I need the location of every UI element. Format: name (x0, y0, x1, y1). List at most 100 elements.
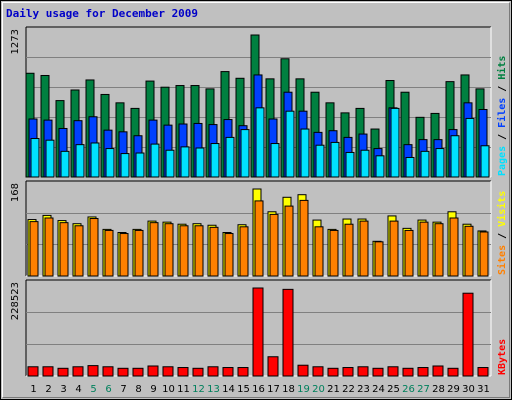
x-axis-day-label: 12 (192, 384, 205, 395)
pages-bar (240, 129, 250, 178)
x-axis-day-label: 10 (162, 384, 175, 395)
kbytes-bar (87, 365, 99, 377)
sites-bar (224, 233, 234, 277)
x-axis-day-label: 3 (60, 384, 66, 395)
kbytes-bar (117, 367, 129, 377)
kbytes-bar (282, 288, 294, 377)
sites-bar (179, 225, 189, 277)
sites-bar (59, 222, 69, 277)
panel-2-ymax-label: 168 (10, 183, 21, 202)
x-axis-day-label: 19 (297, 384, 310, 395)
kbytes-bar (342, 367, 354, 377)
pages-bar (45, 139, 55, 178)
sites-bar (284, 205, 294, 277)
pages-bar (255, 107, 265, 178)
pages-bar (60, 150, 70, 178)
kbytes-bar (327, 367, 339, 377)
pages-bar (30, 138, 40, 178)
pages-bar (105, 148, 115, 178)
x-axis-day-label: 21 (327, 384, 340, 395)
x-axis-day-label: 1 (30, 384, 36, 395)
sites-bar (389, 220, 399, 277)
pages-bar (360, 149, 370, 178)
pages-bar (270, 143, 280, 178)
x-axis-day-label: 23 (357, 384, 370, 395)
kbytes-bar (402, 367, 414, 377)
kbytes-bar (447, 367, 459, 377)
legend-separator: / (497, 227, 508, 245)
kbytes-bar (312, 366, 324, 377)
sites-bar (329, 229, 339, 277)
pages-bar (405, 156, 415, 178)
x-axis-day-label: 26 (402, 384, 415, 395)
kbytes-bar (462, 292, 474, 377)
panel-3-legend: KBytes (497, 339, 508, 375)
panel-1-legend: Pages / Files / Hits (496, 56, 508, 176)
x-axis-day-label: 7 (120, 384, 126, 395)
x-axis-day-label: 11 (177, 384, 190, 395)
pages-bar (225, 136, 235, 178)
pages-bar (150, 143, 160, 178)
kbytes-bar (222, 367, 234, 377)
panel-3-ymax-label: 228523 (10, 282, 21, 320)
pages-bar (480, 145, 490, 178)
x-axis-day-label: 13 (207, 384, 220, 395)
pages-bar (135, 152, 145, 178)
x-axis-day-label: 22 (342, 384, 355, 395)
x-axis-day-label: 9 (150, 384, 156, 395)
panel-1-ymax-label: 1273 (10, 29, 21, 54)
sites-bar (419, 221, 429, 277)
pages-bar (285, 110, 295, 178)
kbytes-bar (372, 367, 384, 377)
pages-bar (330, 141, 340, 178)
sites-bar (44, 217, 54, 277)
kbytes-bar (417, 367, 429, 377)
x-axis-day-label: 8 (135, 384, 141, 395)
pages-bar (210, 143, 220, 178)
kbytes-bar (102, 366, 114, 377)
sites-bar (89, 218, 99, 277)
x-axis-day-label: 15 (237, 384, 250, 395)
x-axis-day-label: 31 (477, 384, 490, 395)
legend-files: Files (496, 98, 508, 128)
kbytes-bar (42, 366, 54, 377)
legend-pages: Pages (497, 146, 508, 176)
pages-bar (450, 135, 460, 178)
legend-separator: / (497, 128, 508, 146)
kbytes-bar (27, 366, 39, 377)
sites-bar (239, 226, 249, 277)
pages-bar (375, 155, 385, 178)
pages-bar (180, 146, 190, 178)
kbytes-bar (387, 366, 399, 377)
pages-bar (435, 148, 445, 178)
legend-kbytes: KBytes (497, 339, 508, 375)
chart-title: Daily usage for December 2009 (6, 7, 199, 20)
pages-bar (165, 149, 175, 178)
sites-bar (254, 200, 264, 277)
x-axis-day-label: 30 (462, 384, 475, 395)
x-axis-day-label: 16 (252, 384, 265, 395)
sites-bar (149, 222, 159, 277)
x-axis-day-label: 2 (45, 384, 51, 395)
sites-bar (449, 217, 459, 277)
kbytes-bar (252, 287, 264, 377)
x-axis-day-label: 25 (387, 384, 400, 395)
kbytes-bar (357, 366, 369, 377)
x-axis-day-label: 4 (75, 384, 81, 395)
x-axis-day-label: 28 (432, 384, 445, 395)
pages-bar (390, 107, 400, 178)
pages-bar (75, 144, 85, 178)
kbytes-bar (147, 365, 159, 377)
pages-bar (420, 150, 430, 178)
x-axis-day-label: 18 (282, 384, 295, 395)
sites-bar (434, 223, 444, 277)
x-axis-day-label: 20 (312, 384, 325, 395)
pages-bar (465, 117, 475, 178)
sites-bar (209, 226, 219, 277)
sites-bar (359, 220, 369, 277)
sites-bar (29, 221, 39, 277)
legend-separator: / (497, 80, 508, 98)
kbytes-bar (297, 364, 309, 377)
